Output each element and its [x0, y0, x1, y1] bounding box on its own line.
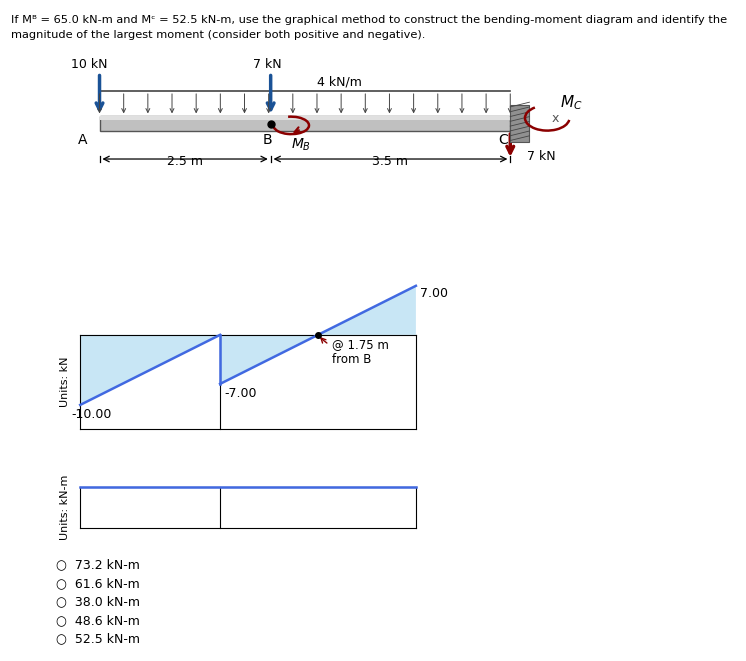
Text: 7.00: 7.00	[420, 288, 448, 300]
Text: Units: kN: Units: kN	[60, 357, 69, 407]
Text: If Mᴮ = 65.0 kN-m and Mᶜ = 52.5 kN-m, use the graphical method to construct the : If Mᴮ = 65.0 kN-m and Mᶜ = 52.5 kN-m, us…	[11, 15, 727, 24]
Text: A: A	[78, 133, 87, 147]
Polygon shape	[220, 335, 318, 384]
Text: -10.00: -10.00	[72, 408, 112, 422]
Text: @ 1.75 m
from B: @ 1.75 m from B	[321, 338, 389, 366]
Text: 4 kN/m: 4 kN/m	[317, 75, 362, 88]
Polygon shape	[318, 286, 416, 335]
Text: ○  48.6 kN-m: ○ 48.6 kN-m	[56, 614, 140, 627]
Text: ○  38.0 kN-m: ○ 38.0 kN-m	[56, 596, 140, 609]
Text: $M_B$: $M_B$	[292, 137, 312, 153]
Text: ○  73.2 kN-m: ○ 73.2 kN-m	[56, 559, 140, 572]
Bar	[99, 116, 510, 120]
Text: ○  61.6 kN-m: ○ 61.6 kN-m	[56, 577, 140, 590]
Text: Units: kN-m: Units: kN-m	[60, 475, 69, 540]
Bar	[510, 105, 530, 142]
Text: B: B	[263, 133, 272, 147]
Text: x: x	[551, 112, 559, 125]
Text: $M_C$: $M_C$	[560, 93, 582, 112]
Text: 3.5 m: 3.5 m	[372, 155, 409, 168]
Text: 7 kN: 7 kN	[253, 58, 281, 71]
Text: C: C	[498, 133, 508, 147]
Text: ○  52.5 kN-m: ○ 52.5 kN-m	[56, 633, 140, 646]
Text: 2.5 m: 2.5 m	[167, 155, 203, 168]
Text: 7 kN: 7 kN	[527, 149, 556, 163]
Text: 10 kN: 10 kN	[71, 58, 107, 71]
Polygon shape	[81, 335, 220, 405]
Bar	[99, 116, 510, 131]
Text: magnitude of the largest moment (consider both positive and negative).: magnitude of the largest moment (conside…	[11, 30, 425, 40]
Text: -7.00: -7.00	[225, 387, 257, 400]
